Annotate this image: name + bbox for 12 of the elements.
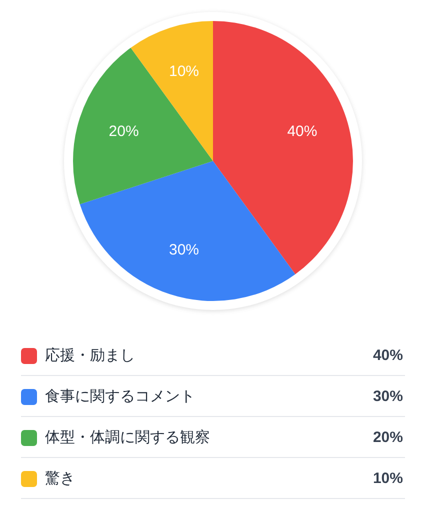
legend-label: 食事に関するコメント — [45, 388, 195, 406]
text: 20% — [372, 429, 403, 446]
data-label: 40% — [287, 123, 318, 140]
text: 30% — [372, 388, 403, 406]
text: 40% — [372, 347, 403, 364]
legend-label: 驚き — [45, 470, 75, 488]
data-label: 20% — [108, 123, 139, 140]
text: 10% — [372, 470, 403, 488]
data-label: 30% — [169, 241, 200, 258]
data-label: 10% — [169, 62, 200, 80]
legend-label: 体型・体調に関する観察 — [45, 429, 210, 446]
legend-label: 応援・励まし — [45, 347, 135, 364]
